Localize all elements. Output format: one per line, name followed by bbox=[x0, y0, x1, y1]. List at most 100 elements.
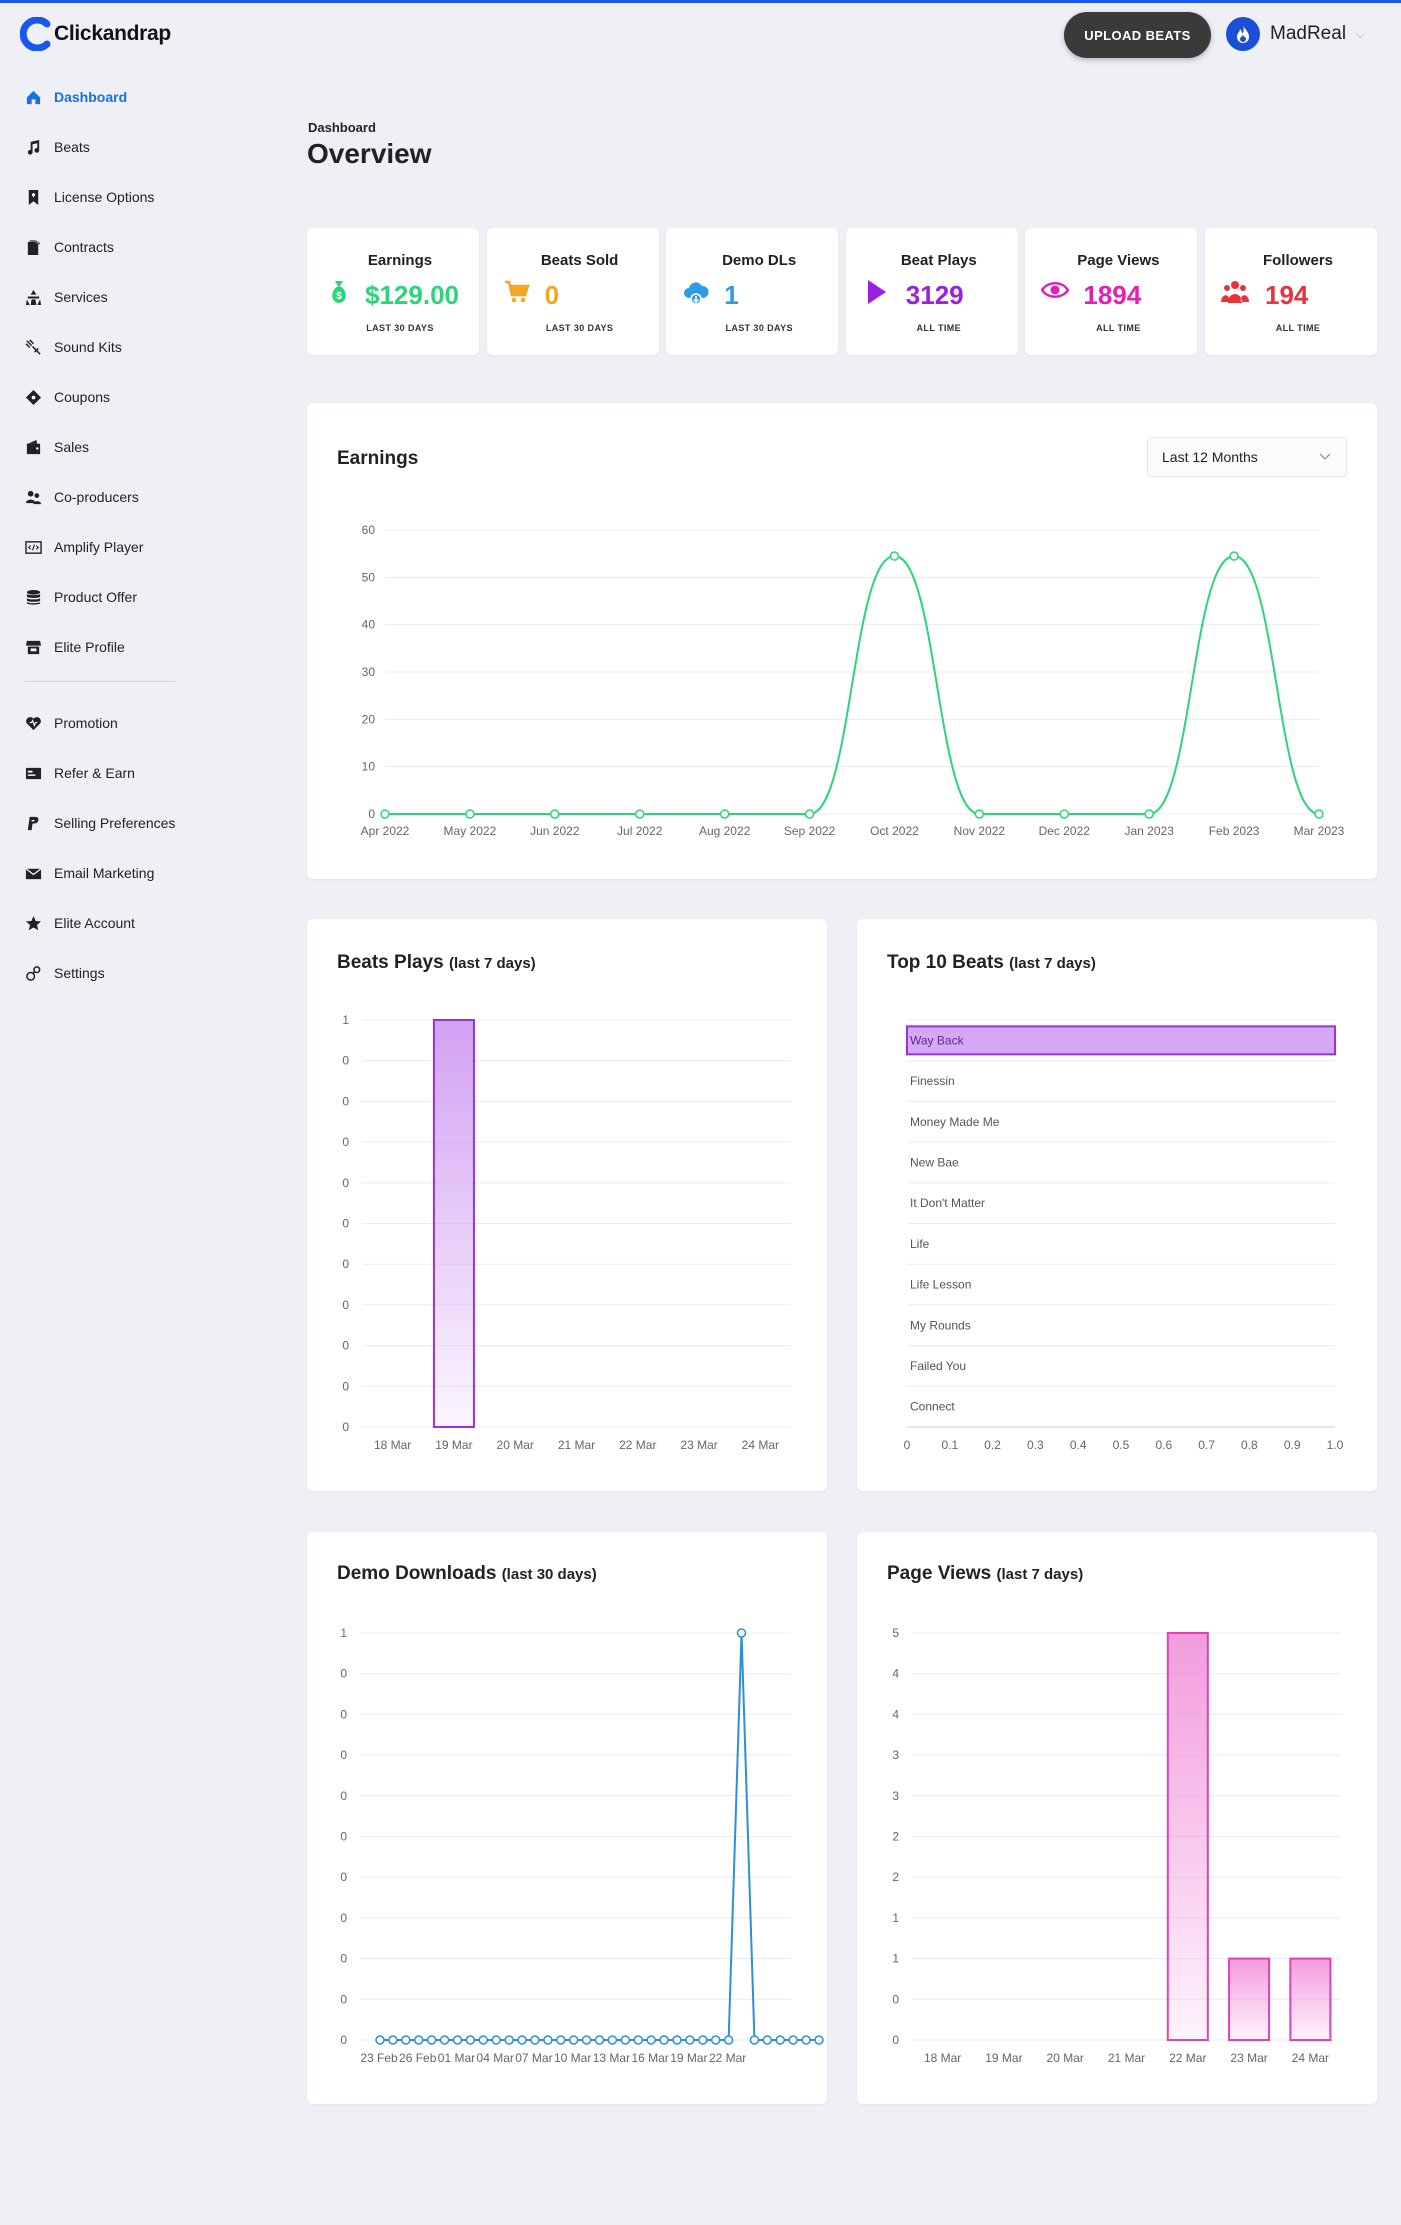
sidebar-item-label: Promotion bbox=[54, 715, 118, 731]
beat-plays-card: Beats Plays (last 7 days) 0 0 0 0 0 0 0 0 0 0 1 18 … bbox=[307, 919, 827, 1491]
x-tick-label: 0.1 bbox=[941, 1438, 958, 1452]
sidebar-item-label: Selling Preferences bbox=[54, 815, 176, 831]
stat-card-followers: Followers 194 ALL TIME bbox=[1205, 228, 1377, 355]
data-point bbox=[568, 2035, 579, 2045]
sidebar-item-license-options[interactable]: License Options bbox=[0, 172, 200, 222]
coupon-icon bbox=[25, 389, 42, 405]
y-tick-label: 0 bbox=[342, 1379, 349, 1393]
sidebar-item-promotion[interactable]: Promotion bbox=[0, 698, 200, 748]
sidebar-item-elite-profile[interactable]: Elite Profile bbox=[0, 622, 200, 672]
top-beats-card: Top 10 Beats (last 7 days) 0 0.1 0.2 0.3 0.4… bbox=[857, 919, 1377, 1491]
sidebar-item-product-offer[interactable]: Product Offer bbox=[0, 572, 200, 622]
data-point bbox=[478, 2035, 489, 2045]
y-tick-label: 0 bbox=[342, 1094, 349, 1108]
x-tick-label: 1.0 bbox=[1327, 1438, 1344, 1452]
x-tick-label: Jan 2023 bbox=[1124, 824, 1174, 838]
x-tick-label: 22 Mar bbox=[619, 1438, 656, 1452]
breadcrumb[interactable]: Dashboard bbox=[308, 120, 376, 135]
chevron-down-icon bbox=[1319, 453, 1331, 460]
y-tick-label: 5 bbox=[892, 1626, 899, 1640]
y-tick-label: 0 bbox=[340, 1789, 347, 1803]
data-point bbox=[491, 2035, 501, 2045]
sidebar-divider bbox=[25, 681, 175, 682]
y-tick-label: 0 bbox=[342, 1135, 349, 1149]
stat-value: 1 bbox=[724, 280, 739, 310]
data-point bbox=[634, 809, 645, 819]
stat-label: Demo DLs bbox=[722, 252, 797, 269]
data-point bbox=[594, 2035, 605, 2045]
y-tick-label: 0 bbox=[892, 2033, 899, 2047]
sidebar-item-selling-preferences[interactable]: Selling Preferences bbox=[0, 798, 200, 848]
y-tick-label: 4 bbox=[892, 1667, 899, 1681]
y-tick-label: 0 bbox=[340, 1911, 347, 1925]
x-tick-label: 0.6 bbox=[1155, 1438, 1172, 1452]
sidebar-item-email-marketing[interactable]: Email Marketing bbox=[0, 848, 200, 898]
cart-icon bbox=[504, 280, 530, 303]
sidebar-item-label: Elite Profile bbox=[54, 639, 125, 655]
y-tick-label: 50 bbox=[362, 570, 376, 584]
data-point bbox=[581, 2035, 592, 2045]
data-point bbox=[1059, 809, 1070, 819]
sidebar-item-coupons[interactable]: Coupons bbox=[0, 372, 200, 422]
data-point bbox=[452, 2035, 463, 2045]
stat-period: LAST 30 DAYS bbox=[725, 323, 793, 333]
data-point bbox=[413, 2035, 424, 2045]
beat-name-label: Life Lesson bbox=[910, 1278, 971, 1292]
x-tick-label: 19 Mar bbox=[435, 1438, 472, 1452]
heart-icon bbox=[26, 716, 41, 730]
y-tick-label: 0 bbox=[340, 1667, 347, 1681]
beat-name-label: Failed You bbox=[910, 1359, 966, 1373]
date-range-select[interactable]: Last 12 Months bbox=[1147, 437, 1347, 477]
x-tick-label: Jul 2022 bbox=[617, 824, 663, 838]
data-point bbox=[380, 809, 390, 819]
y-tick-label: 0 bbox=[342, 1054, 349, 1068]
x-tick-label: 18 Mar bbox=[924, 2051, 961, 2065]
data-point bbox=[814, 2035, 824, 2045]
services-icon bbox=[25, 289, 42, 305]
data-point bbox=[749, 2035, 760, 2045]
data-point bbox=[375, 2035, 385, 2045]
sidebar-item-amplify-player[interactable]: Amplify Player bbox=[0, 522, 200, 572]
cloud-download-icon bbox=[684, 282, 709, 305]
sidebar-item-label: Elite Account bbox=[54, 915, 135, 931]
user-menu[interactable]: MadReal ⌵ bbox=[1226, 17, 1365, 51]
sidebar-item-sales[interactable]: Sales bbox=[0, 422, 200, 472]
upload-beats-button[interactable]: UPLOAD BEATS bbox=[1064, 12, 1211, 58]
sidebar-item-dashboard[interactable]: Dashboard bbox=[0, 72, 200, 122]
stat-label: Beat Plays bbox=[900, 252, 977, 269]
logo[interactable]: Clickandrap bbox=[20, 17, 171, 51]
x-tick-label: 21 Mar bbox=[1108, 2051, 1145, 2065]
sidebar-item-sound-kits[interactable]: Sound Kits bbox=[0, 322, 200, 372]
sidebar-item-contracts[interactable]: Contracts bbox=[0, 222, 200, 272]
sidebar-item-settings[interactable]: Settings bbox=[0, 948, 200, 998]
sidebar-item-co-producers[interactable]: Co-producers bbox=[0, 472, 200, 522]
users-icon bbox=[25, 490, 42, 504]
card-icon bbox=[25, 767, 42, 779]
earnings-line bbox=[384, 555, 1320, 816]
data-point bbox=[556, 2035, 566, 2045]
beat-name-label: It Don't Matter bbox=[910, 1196, 985, 1210]
page-views-card: Page Views (last 7 days) 0 0 1 1 2 2 3 3 4 4 5 18 M… bbox=[857, 1532, 1377, 2104]
data-point bbox=[672, 2035, 682, 2045]
sidebar-item-services[interactable]: Services bbox=[0, 272, 200, 322]
earnings-title: Earnings bbox=[337, 448, 419, 469]
data-point bbox=[659, 2035, 669, 2045]
sidebar-item-label: Dashboard bbox=[54, 89, 128, 105]
page-title: Overview bbox=[307, 138, 432, 169]
x-tick-label: 0.5 bbox=[1113, 1438, 1130, 1452]
sidebar-item-elite-account[interactable]: Elite Account bbox=[0, 898, 200, 948]
x-tick-label: Apr 2022 bbox=[361, 824, 410, 838]
stat-card-page-views: Page Views 1894 ALL TIME bbox=[1025, 228, 1198, 355]
x-tick-label: 21 Mar bbox=[558, 1438, 595, 1452]
x-tick-label: 26 Feb bbox=[399, 2051, 437, 2065]
top-accent-bar bbox=[0, 0, 1401, 3]
x-tick-label: 0.7 bbox=[1198, 1438, 1215, 1452]
x-tick-label: 16 Mar bbox=[631, 2051, 668, 2065]
page-views-subtitle: (last 7 days) bbox=[996, 1566, 1084, 1583]
beat-name-label: Way Back bbox=[910, 1033, 965, 1047]
data-point bbox=[426, 2035, 437, 2045]
sidebar-item-refer-earn[interactable]: Refer & Earn bbox=[0, 748, 200, 798]
sidebar-item-beats[interactable]: Beats bbox=[0, 122, 200, 172]
earnings-card: Earnings Last 12 Months 0 10 20 30 40 50 60 Apr… bbox=[307, 403, 1377, 879]
y-tick-label: 3 bbox=[892, 1789, 899, 1803]
